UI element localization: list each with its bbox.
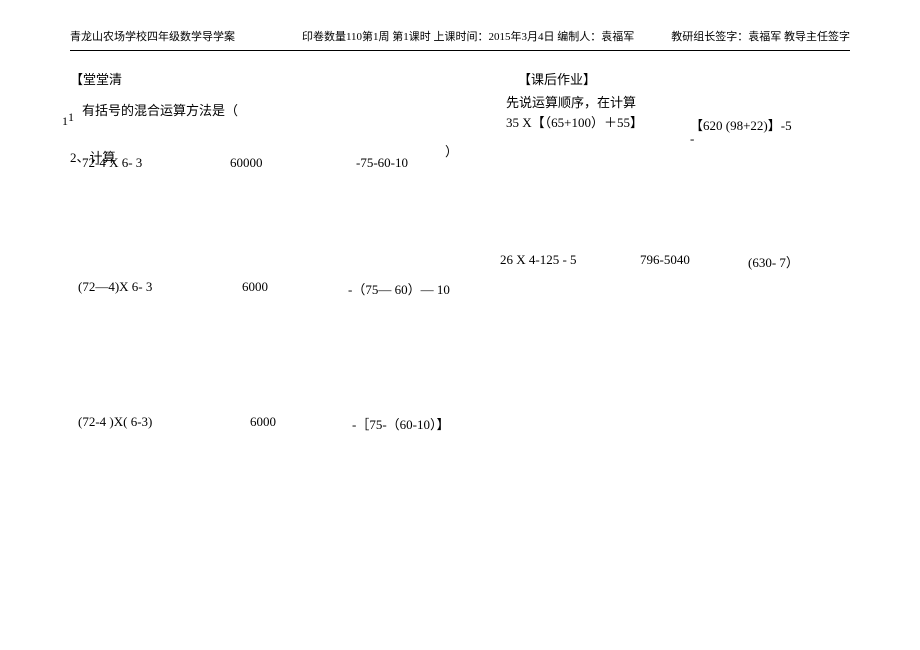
hw2-c2: 796-5040 <box>640 252 690 268</box>
hw1-a: 35 X【（65+100）＋55】 <box>506 115 656 132</box>
r3c3: -［75-（60-10）】 <box>352 414 450 433</box>
hw2-c1: 26 X 4-125 - 5 <box>500 252 577 268</box>
r2c1: (72—4)X 6- 3 <box>78 279 152 295</box>
header-school: 青龙山农场学校四年级数学导学案 <box>70 28 235 44</box>
page-header: 青龙山农场学校四年级数学导学案 印卷数量110第1周 第1课时 上课时间：201… <box>70 28 850 51</box>
hw1-b-sub: - <box>690 131 694 147</box>
classwork-title: 【堂堂清 <box>70 69 490 88</box>
r3c2: 6000 <box>250 414 276 430</box>
r2c2: 6000 <box>242 279 268 295</box>
r1c3: -75-60-10 <box>356 155 408 171</box>
r1c2: 60000 <box>230 155 263 171</box>
q1-close-paren: ） <box>445 141 458 160</box>
homework-title: 【课后作业】 <box>518 69 860 88</box>
left-column: 【堂堂清 1 1 有括号的混合运算方法是（ 2、计算 <box>70 69 490 166</box>
hw1-b: 【620 (98+22)】-5 <box>690 115 792 134</box>
homework-instruction: 先说运算顺序，在计算 <box>506 92 860 111</box>
header-right: 教研组长签字：袁福军 教导主任签字 <box>671 28 850 44</box>
q1-text: 有括号的混合运算方法是（ <box>82 100 490 119</box>
r3c1: (72-4 )X( 6-3) <box>78 414 152 430</box>
q1-sup: 1 <box>68 110 74 125</box>
right-column: 【课后作业】 先说运算顺序，在计算 35 X【（65+100）＋55】 【620… <box>500 69 860 115</box>
hw2-c3: (630- 7） <box>748 252 799 271</box>
r2c3: -（75— 60）— 10 <box>348 279 450 298</box>
question-1: 1 1 有括号的混合运算方法是（ <box>70 100 490 119</box>
r1c1: 72-4 X 6- 3 <box>82 155 142 171</box>
header-center: 印卷数量110第1周 第1课时 上课时间：2015年3月4日 编制人：袁福军 <box>302 28 634 44</box>
